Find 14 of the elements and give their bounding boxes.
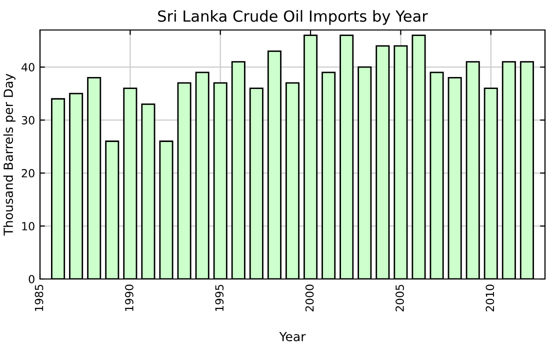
x-tick-label: 2000 — [305, 284, 314, 312]
x-axis-title: Year — [279, 332, 306, 342]
x-tick-label: 2005 — [396, 284, 404, 312]
y-tick-label: 0 — [28, 274, 34, 284]
y-tick-label: 10 — [22, 222, 34, 230]
y-tick-label: 30 — [22, 116, 34, 124]
y-tick-label: 40 — [22, 63, 34, 72]
x-tick-label: 1995 — [215, 284, 224, 311]
chart-title: Sri Lanka Crude Oil Imports by Year — [158, 10, 428, 25]
y-tick-label: 20 — [22, 169, 34, 178]
x-tick-label: 1985 — [34, 284, 44, 311]
y-axis-title: Thousand Barrels per Day — [3, 74, 16, 236]
x-tick-label: 2010 — [486, 284, 494, 312]
x-tick-label: 1990 — [125, 284, 134, 311]
